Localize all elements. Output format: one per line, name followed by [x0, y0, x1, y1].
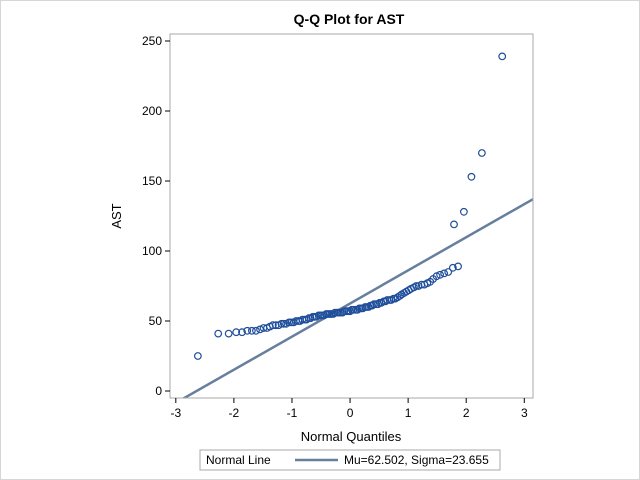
y-axis-title: AST — [109, 203, 124, 228]
data-point — [440, 269, 449, 278]
y-tick-label: 0 — [155, 384, 162, 398]
data-point — [287, 318, 296, 327]
x-tick-label: -1 — [287, 406, 298, 420]
x-tick-label: 2 — [463, 406, 470, 420]
data-point — [444, 268, 453, 276]
y-tick-label: 250 — [142, 34, 162, 48]
y-tick-label: 200 — [142, 104, 162, 118]
data-point — [214, 329, 223, 338]
data-point — [247, 326, 256, 335]
x-tick-label: -2 — [229, 406, 240, 420]
x-tick-label: 1 — [405, 406, 412, 420]
data-point — [477, 149, 486, 157]
y-tick-label: 100 — [142, 244, 162, 258]
x-axis-title: Normal Quantiles — [301, 429, 402, 444]
legend-series-label: Mu=62.502, Sigma=23.655 — [344, 453, 489, 467]
data-point — [268, 321, 277, 330]
plot-area-border — [169, 33, 534, 399]
data-point — [467, 172, 476, 181]
data-point — [459, 207, 468, 216]
x-tick-label: -3 — [170, 406, 181, 420]
data-point — [193, 352, 202, 360]
legend: Normal Line Mu=62.502, Sigma=23.655 — [199, 449, 501, 471]
data-point — [252, 326, 260, 335]
data-point — [238, 328, 246, 337]
data-point — [331, 308, 339, 317]
data-point — [340, 307, 349, 316]
normal-reference-line — [181, 198, 533, 398]
data-point — [224, 329, 233, 338]
data-point — [279, 319, 288, 328]
data-point — [232, 328, 241, 337]
data-point — [412, 282, 421, 290]
data-point — [243, 326, 252, 335]
data-point — [432, 272, 441, 281]
x-tick-label: 0 — [347, 406, 354, 420]
legend-box — [199, 449, 501, 471]
data-point — [454, 262, 462, 271]
data-point — [436, 270, 444, 279]
data-point — [448, 263, 457, 272]
legend-title: Normal Line — [206, 453, 271, 467]
data-point — [256, 325, 264, 334]
data-point — [277, 319, 286, 328]
data-point — [353, 305, 362, 314]
chart-title: Q-Q Plot for AST — [294, 11, 405, 27]
data-point — [498, 52, 507, 61]
x-tick-label: 3 — [521, 406, 528, 420]
y-tick-label: 150 — [142, 174, 162, 188]
data-point — [285, 318, 293, 327]
data-point — [450, 220, 458, 229]
y-tick-label: 50 — [149, 314, 163, 328]
